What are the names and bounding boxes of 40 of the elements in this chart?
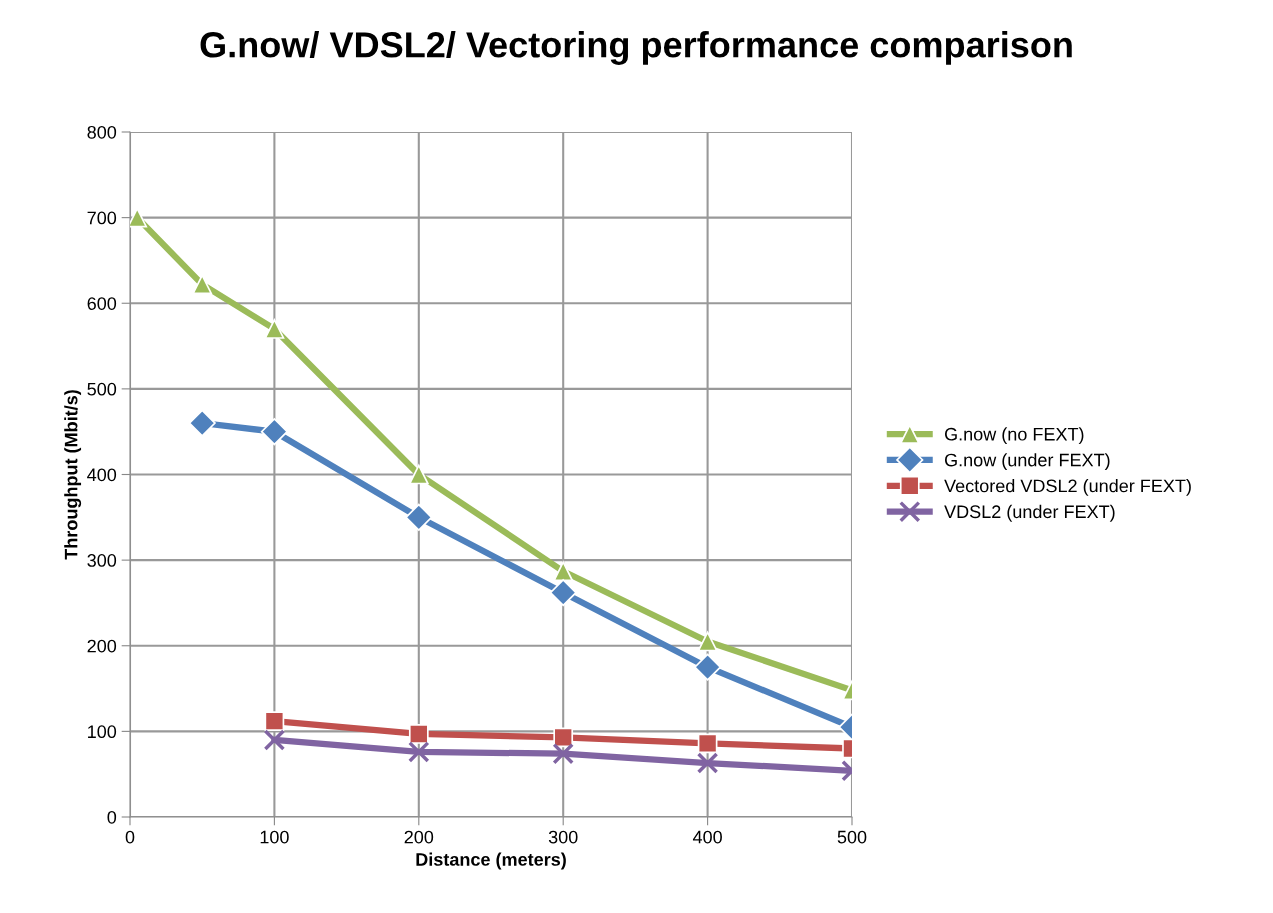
point [408, 741, 430, 763]
point [553, 727, 574, 748]
point [408, 724, 429, 744]
point [408, 464, 429, 485]
point [552, 742, 574, 765]
point [696, 752, 719, 774]
x-tick-label: 200 [404, 830, 434, 844]
legend-label: VDSL2 (under FEXT) [944, 504, 1115, 522]
point [260, 418, 289, 446]
y-tick-label: 500 [87, 382, 117, 396]
point [697, 631, 718, 652]
y-tick-label: 700 [87, 211, 117, 225]
point [405, 503, 433, 531]
y-tick-label: 200 [87, 639, 117, 653]
x-tick-label: 0 [125, 830, 135, 844]
y-tick-label: 600 [87, 297, 117, 310]
y-axis-title: Throughput (Mbit/s) [64, 390, 82, 560]
x-tick-label: 300 [548, 830, 578, 844]
y-tick-label: 800 [87, 125, 117, 139]
x-tick-label: 100 [260, 830, 289, 844]
point [264, 711, 285, 731]
y-tick-label: 400 [87, 468, 117, 482]
point [263, 729, 286, 751]
chart-title: G.now/ VDSL2/ Vectoring performance comparison [200, 31, 1072, 65]
point [549, 579, 577, 607]
x-tick-label: 500 [837, 830, 867, 844]
point [693, 653, 722, 681]
y-tick-label: 0 [107, 810, 117, 824]
y-tick-label: 300 [87, 554, 117, 567]
point [553, 561, 574, 582]
point [697, 733, 718, 754]
x-axis-title: Distance (meters) [416, 852, 566, 870]
x-tick-label: 400 [692, 830, 722, 844]
y-tick-label: 100 [88, 725, 117, 739]
legend-label: G.now (no FEXT) [944, 427, 1084, 445]
point [188, 409, 216, 437]
point [264, 319, 285, 339]
legend-label: Vectored VDSL2 (under FEXT) [944, 479, 1191, 496]
legend-label: G.now (under FEXT) [944, 453, 1110, 470]
point [192, 274, 213, 295]
